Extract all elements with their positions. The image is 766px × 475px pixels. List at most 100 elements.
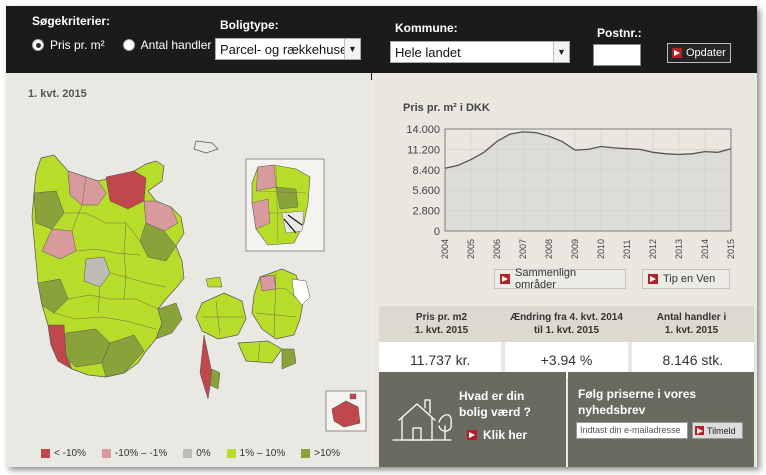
x-tick-label: 2007	[518, 239, 528, 259]
x-tick-label: 2004	[440, 239, 450, 259]
map-region-lolland[interactable]	[237, 340, 283, 364]
map-region-langeland[interactable]	[199, 334, 213, 400]
map-region-north-1[interactable]	[67, 170, 107, 206]
criteria-radio-group: Pris pr. m² Antal handler	[32, 38, 223, 52]
map-region-mid-gray[interactable]	[83, 256, 111, 288]
radio-sales[interactable]	[122, 39, 135, 51]
map-region-west-2[interactable]	[41, 228, 77, 260]
boligtype-select[interactable]: Parcel- og rækkehuse ▼	[215, 38, 361, 60]
legend-swatch	[101, 449, 111, 458]
legend-item: 1% – 10%	[226, 448, 286, 459]
kommune-value: Hele landet	[395, 45, 461, 60]
x-tick-label: 2009	[570, 239, 580, 259]
legend-swatch	[226, 449, 236, 458]
legend-swatch	[41, 449, 50, 458]
newsletter-text: Følg priserne i vores nyhedsbrev	[578, 386, 696, 418]
legend-label: 1% – 10%	[239, 448, 286, 459]
copenhagen-inset[interactable]	[245, 158, 325, 252]
update-button-label: Opdater	[686, 47, 726, 59]
map-region-west-3[interactable]	[37, 278, 69, 314]
map-region-falster[interactable]	[281, 348, 297, 370]
stats-header-price: Pris pr. m2 1. kvt. 2015	[379, 306, 504, 342]
house-sketch-icon	[392, 399, 452, 441]
tip-button[interactable]: Tip en Ven	[642, 269, 730, 289]
app-frame: Søgekriterier: Pris pr. m² Antal handler…	[6, 6, 757, 467]
map-region-east-2[interactable]	[155, 302, 183, 340]
x-tick-label: 2014	[700, 239, 710, 259]
map-region-laesoe[interactable]	[193, 140, 219, 154]
compare-button-label: Sammenlign områder	[515, 267, 577, 291]
x-tick-label: 2015	[726, 239, 736, 259]
arrow-right-icon	[672, 48, 682, 58]
y-tick-label: 14.000	[406, 124, 440, 136]
home-value-promo[interactable]: Hvad er din bolig værd ? Klik her	[379, 372, 566, 467]
newsletter-line2: nyhedsbrev	[578, 403, 646, 417]
newsletter-line1: Følg priserne i vores	[578, 387, 697, 401]
update-button[interactable]: Opdater	[667, 43, 731, 63]
map-legend: < -10% -10% – -1% 0% 1% – 10% >10%	[41, 448, 340, 459]
x-tick-label: 2011	[622, 240, 632, 259]
map-region-south-2[interactable]	[47, 324, 73, 370]
stats-header-row: Pris pr. m2 1. kvt. 2015 Ændring fra 4. …	[379, 306, 754, 342]
arrow-right-icon	[500, 274, 510, 284]
newsletter-subscribe-button[interactable]: Tilmeld	[692, 422, 743, 439]
kommune-select[interactable]: Hele landet ▼	[390, 41, 570, 63]
chevron-down-icon[interactable]: ▼	[344, 39, 360, 59]
y-tick-label: 0	[434, 226, 440, 238]
stats-header-change-line2: til 1. kvt. 2015	[533, 325, 600, 336]
legend-swatch	[301, 449, 311, 458]
stats-header-change-line1: Ændring fra 4. kvt. 2014	[510, 312, 623, 323]
legend-item: 0%	[183, 448, 211, 459]
map-region-samsoe[interactable]	[205, 276, 223, 288]
x-tick-label: 2012	[648, 239, 658, 259]
y-tick-label: 8.400	[412, 165, 440, 177]
compare-button[interactable]: Sammenlign områder	[494, 267, 626, 291]
postnr-input[interactable]	[593, 44, 641, 66]
stats-header-sales-line1: Antal handler i	[656, 312, 727, 323]
arrow-right-icon	[695, 426, 704, 435]
legend-item: -10% – -1%	[101, 448, 168, 459]
stats-header-sales: Antal handler i 1. kvt. 2015	[629, 306, 754, 342]
legend-item: < -10%	[41, 448, 86, 459]
stats-header-sales-line2: 1. kvt. 2015	[664, 325, 719, 336]
legend-label: >10%	[314, 448, 341, 459]
map-region-aeroe[interactable]	[209, 368, 221, 390]
map-region-funen[interactable]	[195, 292, 247, 340]
radio-price-label[interactable]: Pris pr. m²	[50, 38, 105, 52]
criteria-label: Søgekriterier:	[32, 14, 111, 28]
promo-line2: bolig værd ?	[459, 405, 531, 419]
denmark-map[interactable]	[6, 73, 371, 443]
map-region-zealand-nw[interactable]	[259, 274, 277, 292]
map-region-zealand-cph[interactable]	[291, 278, 311, 306]
map-period: 1. kvt. 2015	[28, 88, 87, 100]
promo-line1: Hvad er din	[459, 389, 525, 403]
newsletter-email-input[interactable]: Indtast din e-mailadresse	[576, 422, 688, 439]
x-tick-label: 2013	[674, 239, 684, 259]
stats-header-change: Ændring fra 4. kvt. 2014 til 1. kvt. 201…	[504, 306, 629, 342]
y-tick-label: 5.600	[412, 185, 440, 197]
chart-line	[444, 131, 732, 169]
x-tick-label: 2005	[466, 239, 476, 259]
stats-header-price-line1: Pris pr. m2	[415, 312, 468, 323]
map-region-west-1[interactable]	[33, 190, 65, 230]
tip-button-label: Tip en Ven	[663, 273, 716, 285]
x-tick-label: 2010	[596, 239, 606, 259]
y-tick-label: 2.800	[412, 206, 440, 218]
radio-price[interactable]	[32, 39, 44, 51]
chevron-down-icon[interactable]: ▼	[553, 42, 569, 62]
radio-sales-label[interactable]: Antal handler	[140, 38, 212, 52]
bornholm-inset[interactable]	[325, 390, 367, 432]
x-axis-ticks: 2004 2005 2006 2007 2008 2009 2010 2011 2012 2013…	[440, 239, 736, 259]
arrow-right-icon	[648, 274, 658, 284]
map-region-south-3[interactable]	[101, 334, 145, 378]
chart-area	[445, 131, 731, 231]
legend-swatch	[183, 449, 193, 458]
promo-text: Hvad er din bolig værd ?	[459, 388, 531, 420]
map-panel: 1. kvt. 2015	[6, 73, 371, 467]
boligtype-label: Boligtype:	[220, 18, 279, 32]
promo-link[interactable]: Klik her	[467, 428, 527, 442]
stats-header-price-line2: 1. kvt. 2015	[414, 325, 469, 336]
legend-label: -10% – -1%	[114, 448, 168, 459]
kommune-label: Kommune:	[395, 21, 458, 35]
